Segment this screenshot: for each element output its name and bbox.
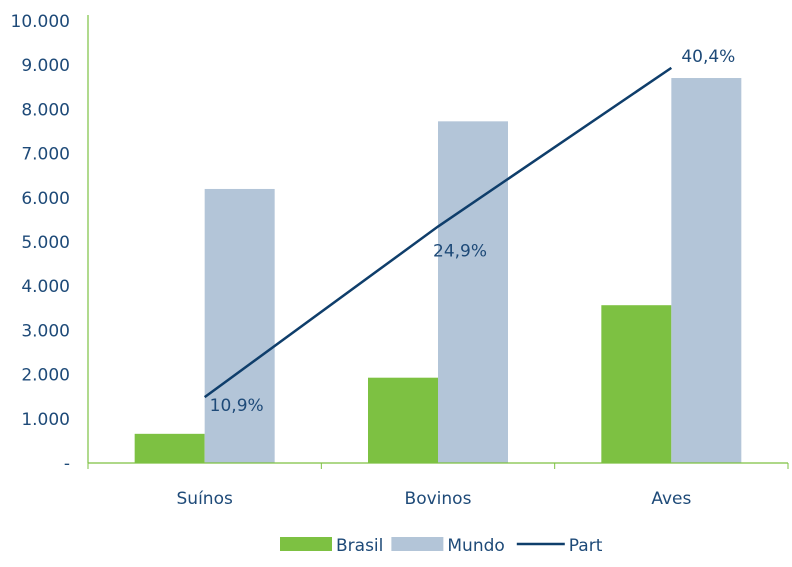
y-tick-label: 2.000 bbox=[21, 366, 70, 386]
legend-label-part: Part bbox=[569, 536, 603, 556]
line-series: 10,9% 24,9% 40,4% bbox=[203, 47, 735, 416]
legend-swatch-brasil bbox=[280, 537, 332, 551]
y-tick-label: - bbox=[64, 454, 70, 474]
legend-swatch-mundo bbox=[391, 537, 444, 551]
y-tick-label: 6.000 bbox=[21, 189, 70, 209]
legend-label-mundo: Mundo bbox=[447, 536, 504, 556]
y-tick-label: 5.000 bbox=[21, 233, 70, 253]
bar-mundo-0 bbox=[204, 188, 275, 463]
y-axis: - 1.000 2.000 3.000 4.000 5.000 6.000 7.000 8.00… bbox=[11, 12, 89, 474]
y-tick-label: 8.000 bbox=[21, 100, 70, 120]
y-tick-label: 1.000 bbox=[21, 410, 70, 430]
bar-brasil-1 bbox=[368, 377, 438, 463]
bar-brasil-0 bbox=[134, 433, 205, 463]
y-tick-label: 3.000 bbox=[21, 321, 70, 341]
bar-mundo-2 bbox=[671, 78, 742, 463]
x-axis: Suínos Bovinos Aves bbox=[87, 462, 789, 509]
legend: Brasil Mundo Part bbox=[280, 536, 603, 556]
bars bbox=[134, 78, 742, 464]
line-data-label: 40,4% bbox=[681, 47, 735, 67]
bar-brasil-2 bbox=[601, 305, 672, 463]
line-part bbox=[203, 66, 673, 399]
bar-mundo-1 bbox=[438, 121, 508, 464]
y-tick-label: 9.000 bbox=[21, 56, 70, 76]
line-data-label: 24,9% bbox=[433, 242, 487, 262]
line-data-label: 10,9% bbox=[210, 396, 264, 416]
x-tick-label: Aves bbox=[651, 489, 691, 509]
y-tick-label: 4.000 bbox=[21, 277, 70, 297]
y-tick-label: 10.000 bbox=[11, 12, 70, 32]
x-tick-label: Bovinos bbox=[405, 489, 472, 509]
x-tick-label: Suínos bbox=[177, 489, 233, 509]
y-tick-label: 7.000 bbox=[21, 145, 70, 165]
legend-label-brasil: Brasil bbox=[336, 536, 383, 556]
